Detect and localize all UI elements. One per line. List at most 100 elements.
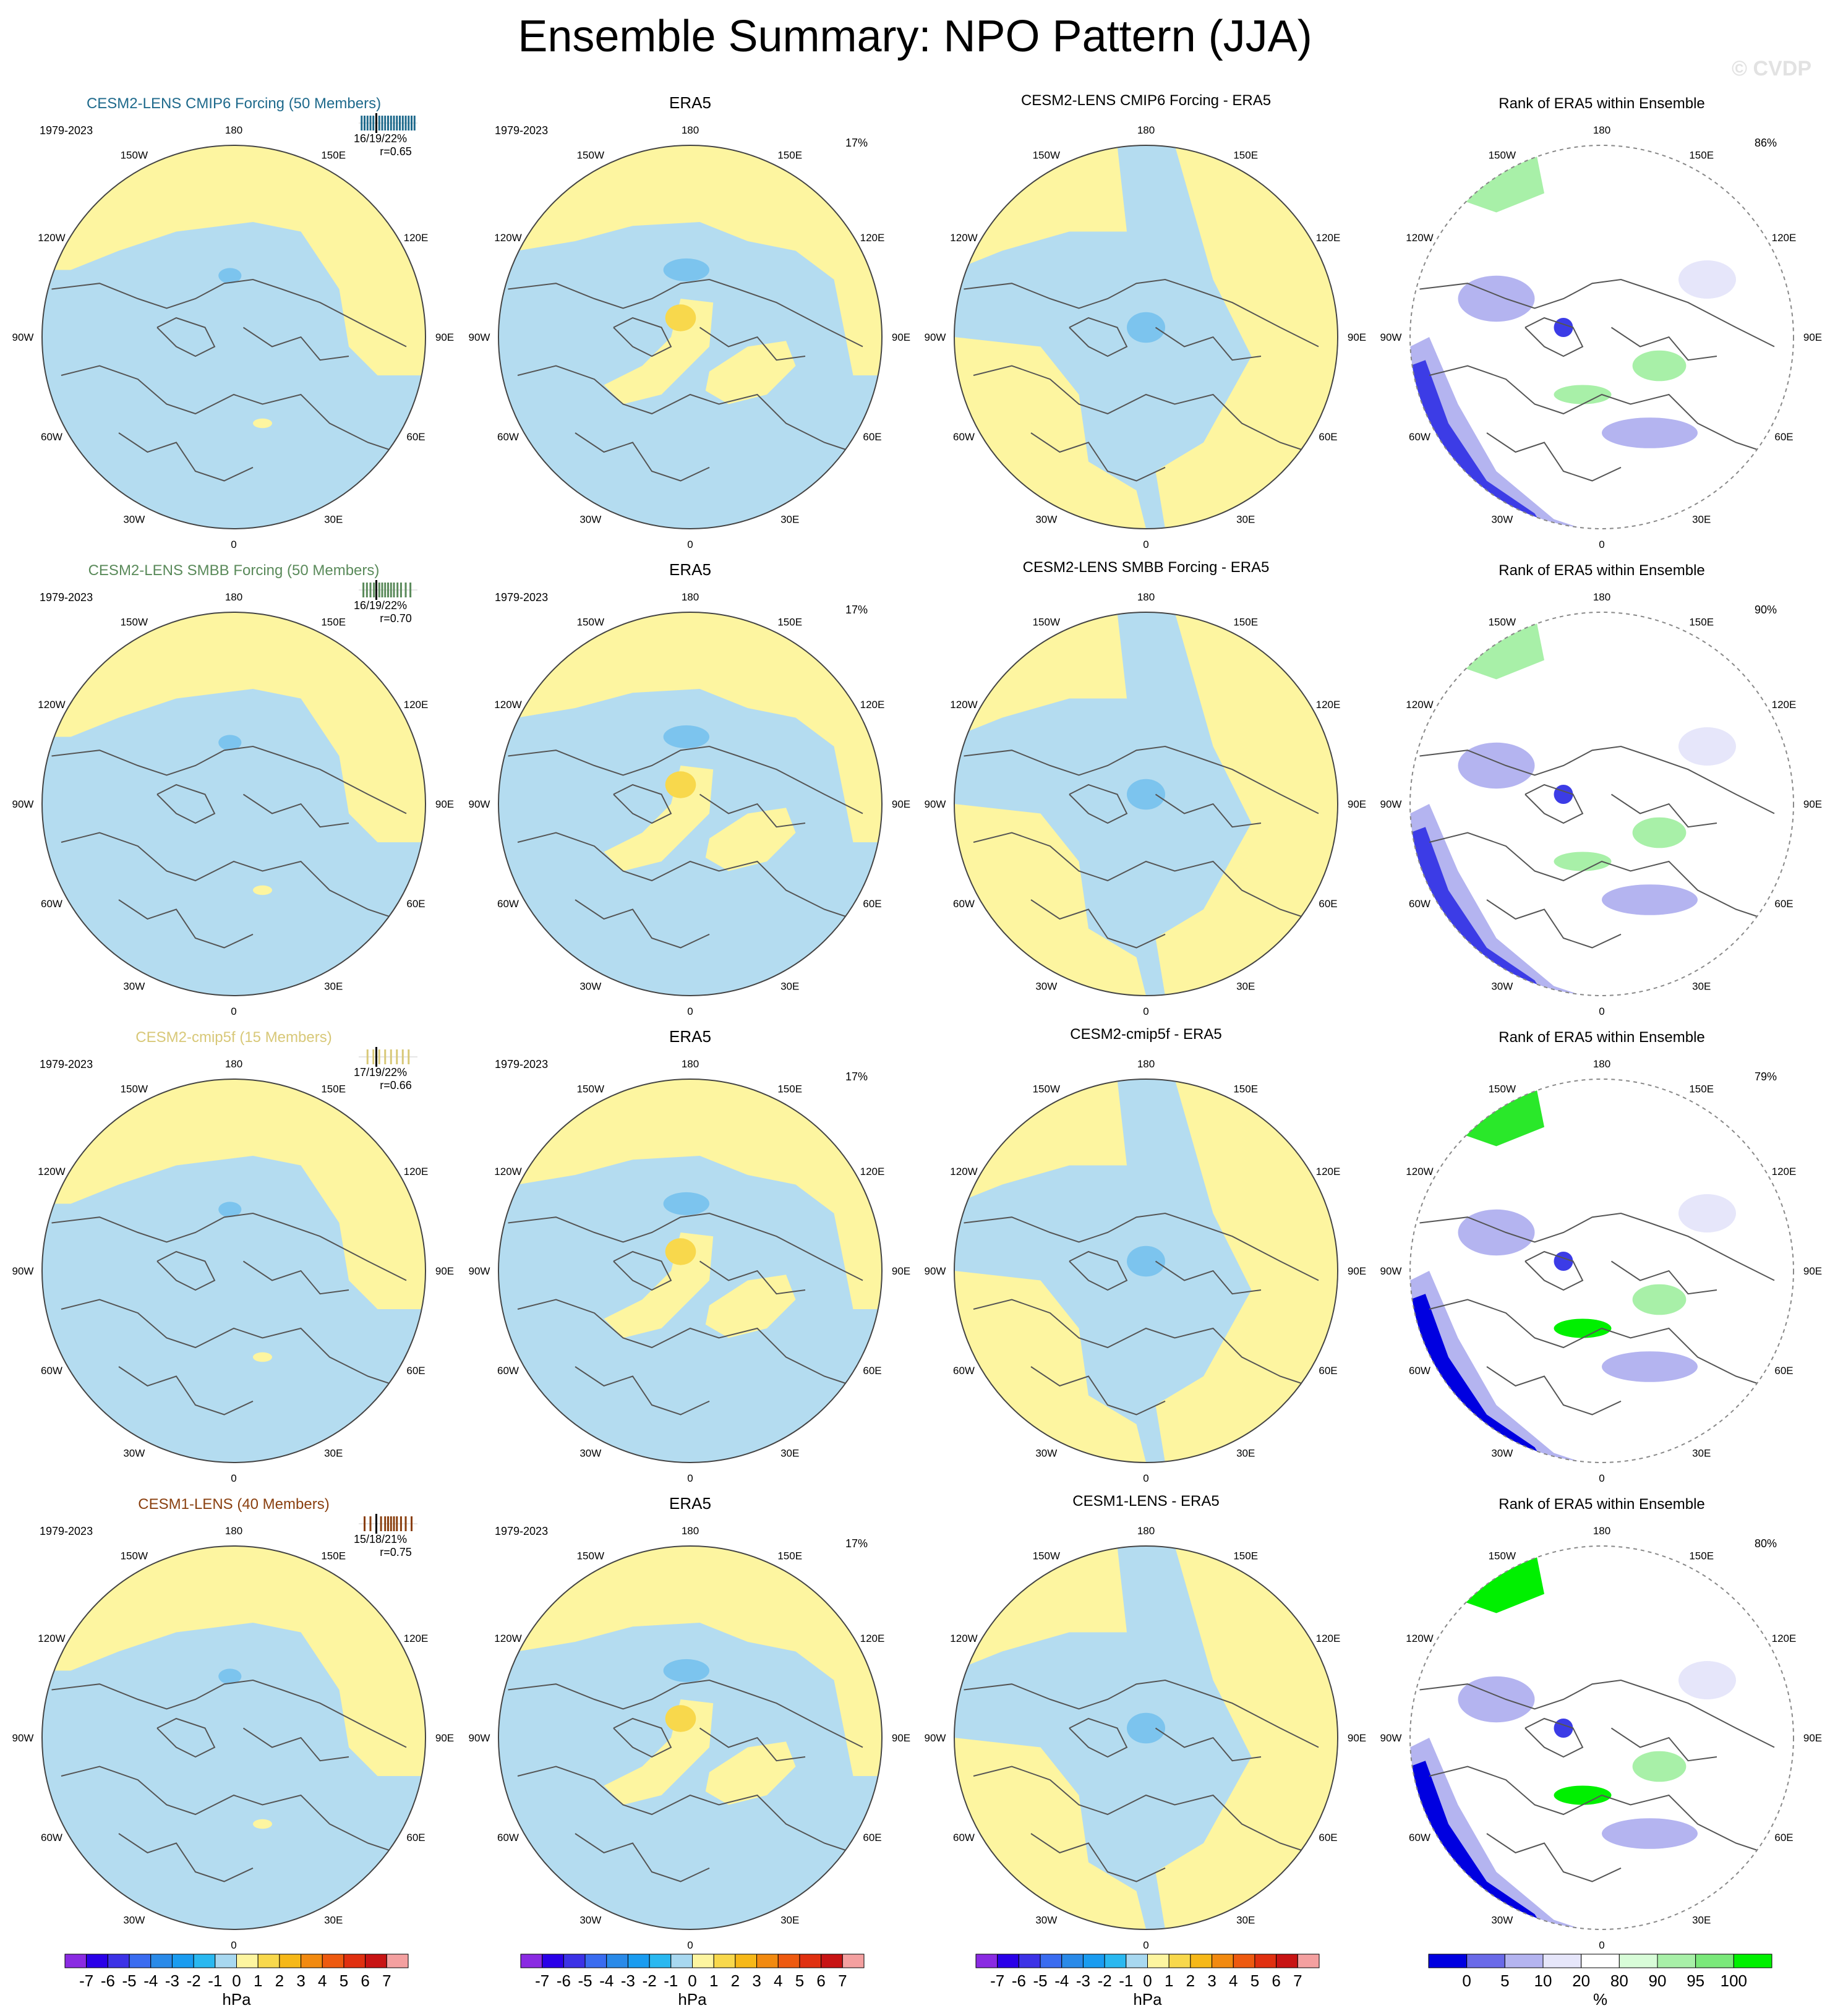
colorbar-swatch: [735, 1954, 758, 1968]
longitude-label: 120W: [1406, 1633, 1433, 1644]
longitude-label: 180: [225, 1058, 242, 1070]
coastline: [964, 745, 1319, 814]
map-border: [1409, 145, 1794, 529]
longitude-label: 90W: [1380, 798, 1402, 810]
colorbar-swatch: [1126, 1954, 1148, 1968]
longitude-label: 60E: [1319, 1832, 1337, 1843]
longitude-label: 180: [1593, 1058, 1610, 1070]
longitude-label: 30W: [579, 1915, 601, 1926]
longitude-label: 90W: [925, 1732, 946, 1744]
positive-core: [665, 1705, 696, 1732]
colorbar-swatch: [1018, 1954, 1041, 1968]
colorbar-swatch: [584, 1954, 607, 1968]
longitude-label: 60W: [41, 1832, 62, 1843]
longitude-label: 120W: [494, 1166, 521, 1177]
coastline: [1429, 365, 1765, 453]
longitude-label: 120E: [1316, 232, 1341, 244]
rank-panel-title: Rank of ERA5 within Ensemble: [1499, 1029, 1705, 1046]
colorbar-tick-label: -6: [557, 1971, 571, 1990]
coastline: [1486, 899, 1622, 949]
colorbar-tick-label: -3: [165, 1971, 179, 1990]
colorbar-tick-label: 95: [1687, 1971, 1704, 1990]
longitude-label: 150W: [1489, 1550, 1516, 1562]
colorbar-swatch: [107, 1954, 130, 1968]
longitude-label: 30E: [780, 1915, 799, 1926]
colorbar-swatch: [86, 1954, 108, 1968]
longitude-label: 120E: [404, 232, 429, 244]
colorbar-swatch: [799, 1954, 822, 1968]
difference-panel-title: CESM2-LENS SMBB Forcing - ERA5: [1023, 559, 1270, 576]
colorbar-swatch: [1581, 1954, 1620, 1968]
colorbar-swatch: [215, 1954, 237, 1968]
colorbar-swatch: [1147, 1954, 1169, 1968]
map-border: [954, 1078, 1338, 1463]
map-fill: [42, 1546, 425, 1882]
longitude-label: 120E: [404, 699, 429, 711]
era5-panel-title: ERA5: [669, 1494, 711, 1513]
colorbar-tick-label: 90: [1649, 1971, 1667, 1990]
colorbar-swatch: [713, 1954, 736, 1968]
coastline: [118, 432, 254, 482]
colorbar-tick-label: -7: [79, 1971, 93, 1990]
colorbar-swatch: [150, 1954, 173, 1968]
colorbar-tick-label: 6: [816, 1971, 825, 1990]
longitude-label: 90W: [1380, 1732, 1402, 1744]
longitude-label: 90E: [1348, 1265, 1366, 1277]
longitude-label: 0: [1143, 1939, 1148, 1951]
era5-panel: ERA5 1979-2023 17% 180 150W 150E 120W 120E 90W 90…: [469, 1027, 911, 1484]
coastline: [517, 832, 853, 920]
rank-panel-title: Rank of ERA5 within Ensemble: [1499, 1496, 1705, 1513]
coastline: [1030, 899, 1166, 949]
negative-core: [663, 1659, 710, 1683]
longitude-label: 30E: [1692, 1915, 1711, 1926]
longitude-label: 60W: [1409, 1365, 1430, 1377]
colorbar-swatch: [322, 1954, 344, 1968]
coastline: [1155, 327, 1262, 361]
map-fill: [42, 1079, 425, 1416]
longitude-label: 60E: [1319, 898, 1337, 910]
longitude-label: 150W: [1033, 617, 1060, 628]
longitude-label: 90E: [1803, 331, 1822, 343]
rank-panel-title: Rank of ERA5 within Ensemble: [1499, 95, 1705, 112]
colorbar-tick-label: 0: [1143, 1971, 1152, 1990]
longitude-label: 60W: [953, 1365, 975, 1377]
colorbar-swatch: [64, 1954, 87, 1968]
map-border: [954, 1545, 1338, 1930]
longitude-label: 180: [682, 591, 699, 603]
longitude-label: 30W: [1491, 981, 1513, 993]
longitude-label: 0: [1143, 539, 1148, 550]
colorbar-tick-label: 5: [1251, 1971, 1259, 1990]
low-rank-region: [1458, 275, 1535, 322]
positive-core: [665, 1238, 696, 1265]
longitude-label: 60E: [1774, 431, 1793, 443]
positive-core: [665, 771, 696, 798]
coastline: [1419, 1212, 1775, 1281]
positive-region: [498, 1546, 882, 1776]
colorbar-swatch: [627, 1954, 650, 1968]
longitude-label: 180: [1137, 591, 1155, 603]
map-border: [954, 145, 1338, 529]
colorbar-tick-label: -6: [1012, 1971, 1026, 1990]
low-rank-region: [1458, 1209, 1535, 1256]
longitude-label: 0: [687, 1939, 693, 1951]
colorbar-swatch: [821, 1954, 843, 1968]
map-fill: [498, 145, 882, 482]
coastline: [699, 327, 806, 361]
longitude-label: 30W: [1491, 1915, 1513, 1926]
longitude-label: 90E: [435, 1732, 454, 1744]
period-label: 1979-2023: [495, 591, 548, 604]
colorbar-swatch: [777, 1954, 800, 1968]
colorbar-tick-label: 2: [1186, 1971, 1195, 1990]
longitude-label: 120W: [1406, 699, 1433, 711]
longitude-label: 60E: [863, 431, 881, 443]
coastline: [575, 1833, 710, 1882]
colorbar-swatch: [279, 1954, 302, 1968]
coastline: [1429, 832, 1765, 920]
colorbar-tick-label: 10: [1534, 1971, 1552, 1990]
longitude-label: 90W: [925, 798, 946, 810]
colorbar-swatch: [1190, 1954, 1213, 1968]
coastline: [1524, 1717, 1584, 1758]
coastline: [1155, 793, 1262, 828]
longitude-label: 0: [1599, 1939, 1604, 1951]
colorbar-tick-label: 0: [1462, 1971, 1471, 1990]
